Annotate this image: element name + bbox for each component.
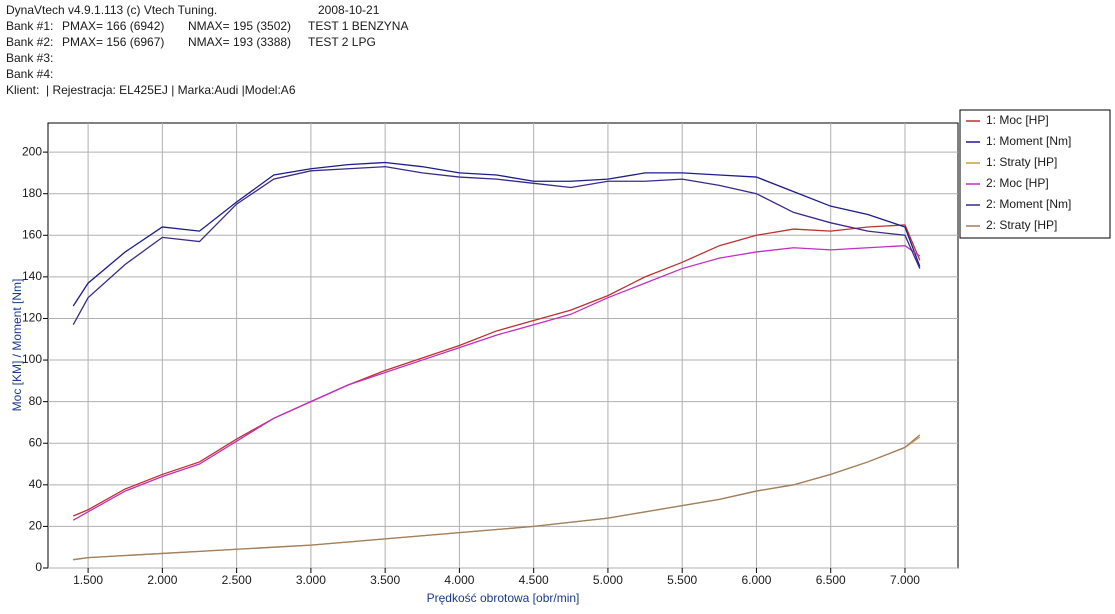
x-tick-label: 7.000 xyxy=(890,573,920,587)
bank-field: NMAX= 193 (3388) xyxy=(188,35,291,49)
series-line xyxy=(72,166,921,326)
y-tick-label: 160 xyxy=(22,227,42,241)
app-title: DynaVtech v4.9.1.113 (c) Vtech Tuning. xyxy=(6,3,217,17)
bank-field: PMAX= 166 (6942) xyxy=(62,19,164,33)
x-tick-label: 2.500 xyxy=(222,573,252,587)
client-info: Klient: | Rejestracja: EL425EJ | Marka:A… xyxy=(6,83,296,97)
y-tick-label: 60 xyxy=(29,435,43,449)
y-tick-label: 180 xyxy=(22,186,42,200)
x-tick-label: 6.500 xyxy=(816,573,846,587)
series-line xyxy=(72,245,921,521)
bank-field: Bank #2: xyxy=(6,35,53,49)
plot-area xyxy=(47,122,959,569)
x-tick-label: 2.000 xyxy=(147,573,177,587)
bank-field: TEST 1 BENZYNA xyxy=(308,19,408,33)
x-tick-label: 1.500 xyxy=(73,573,103,587)
legend-box xyxy=(959,109,1111,239)
x-tick-label: 5.000 xyxy=(593,573,623,587)
series-line xyxy=(72,161,921,307)
y-tick-label: 140 xyxy=(22,269,42,283)
bank-field: PMAX= 156 (6967) xyxy=(62,35,164,49)
legend-label: 2: Moc [HP] xyxy=(986,176,1049,190)
x-tick-label: 3.500 xyxy=(370,573,400,587)
y-tick-label: 200 xyxy=(22,144,42,158)
bank-field: Bank #1: xyxy=(6,19,53,33)
legend-label: 1: Moc [HP] xyxy=(986,113,1049,127)
x-tick-label: 4.000 xyxy=(444,573,474,587)
x-tick-label: 3.000 xyxy=(296,573,326,587)
bank-field: Bank #4: xyxy=(6,67,53,81)
x-axis-label: Prędkość obrotowa [obr/min] xyxy=(427,591,580,605)
legend-label: 2: Moment [Nm] xyxy=(986,197,1071,211)
y-tick-label: 40 xyxy=(29,477,43,491)
legend-label: 2: Straty [HP] xyxy=(986,218,1057,232)
legend-label: 1: Straty [HP] xyxy=(986,155,1057,169)
y-axis-label: Moc [KM] / Moment [Nm] xyxy=(10,279,24,412)
series-line xyxy=(73,434,921,561)
y-tick-label: 80 xyxy=(29,394,43,408)
bank-field: TEST 2 LPG xyxy=(308,35,376,49)
x-tick-label: 4.500 xyxy=(519,573,549,587)
y-tick-label: 100 xyxy=(22,352,42,366)
bank-field: NMAX= 195 (3502) xyxy=(188,19,291,33)
bank-field: Bank #3: xyxy=(6,51,53,65)
x-tick-label: 6.000 xyxy=(741,573,771,587)
y-tick-label: 20 xyxy=(29,519,43,533)
y-tick-label: 0 xyxy=(35,560,42,574)
series-line xyxy=(72,224,921,517)
legend-label: 1: Moment [Nm] xyxy=(986,134,1071,148)
x-tick-label: 5.500 xyxy=(667,573,697,587)
date: 2008-10-21 xyxy=(318,3,380,17)
y-tick-label: 120 xyxy=(22,311,42,325)
